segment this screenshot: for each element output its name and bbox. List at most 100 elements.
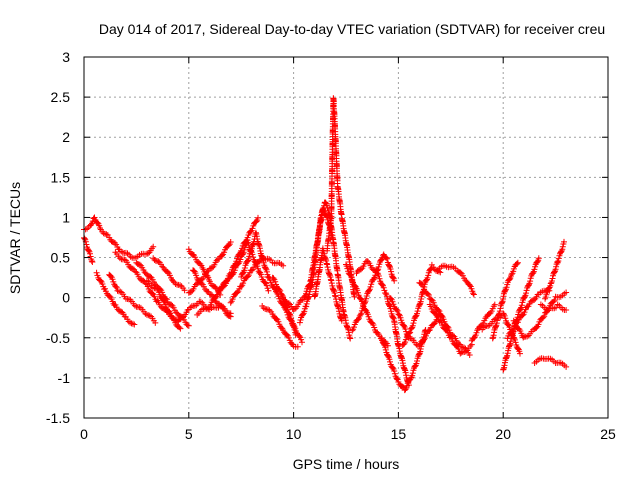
data-point xyxy=(100,230,107,237)
data-point xyxy=(406,330,413,337)
data-point xyxy=(521,293,528,300)
data-point xyxy=(470,291,477,298)
data-point xyxy=(150,243,157,250)
data-point xyxy=(87,250,93,257)
data-point xyxy=(99,281,106,287)
data-point xyxy=(226,313,233,319)
data-point xyxy=(381,287,388,294)
data-point xyxy=(561,238,567,245)
data-point xyxy=(149,290,156,297)
data-point xyxy=(414,308,421,315)
data-point xyxy=(389,364,396,371)
data-point xyxy=(407,329,414,336)
data-point xyxy=(563,307,570,313)
data-point xyxy=(378,334,385,341)
data-track xyxy=(537,301,570,313)
data-point xyxy=(104,232,111,238)
data-point xyxy=(81,235,88,242)
data-point xyxy=(466,282,473,289)
data-point xyxy=(425,292,432,298)
data-point xyxy=(185,322,192,329)
data-track xyxy=(106,271,159,326)
data-point xyxy=(273,315,280,322)
data-point xyxy=(432,310,439,317)
y-tick-label: -0.5 xyxy=(46,330,70,346)
data-point xyxy=(107,273,114,280)
grid-lines xyxy=(84,57,608,418)
data-point xyxy=(255,214,261,221)
data-point xyxy=(181,287,188,294)
data-point xyxy=(391,277,398,284)
data-point xyxy=(246,253,253,260)
data-point xyxy=(431,320,438,327)
data-point xyxy=(381,341,387,348)
y-tick-label: -1 xyxy=(58,370,71,386)
data-point xyxy=(396,311,403,318)
data-point xyxy=(535,255,542,262)
data-point xyxy=(285,306,291,313)
chart-title: Day 014 of 2017, Sidereal Day-to-day VTE… xyxy=(99,21,605,37)
data-point xyxy=(278,291,285,298)
data-point xyxy=(363,295,370,302)
data-point xyxy=(87,253,94,260)
data-point xyxy=(245,239,252,246)
data-point xyxy=(212,284,219,291)
data-point xyxy=(551,297,558,304)
data-point xyxy=(273,289,280,296)
data-point xyxy=(338,317,345,324)
plot-frame xyxy=(83,56,609,419)
data-point xyxy=(555,255,562,262)
data-point xyxy=(212,294,219,301)
data-point xyxy=(257,271,264,278)
data-point xyxy=(503,284,510,291)
data-point xyxy=(457,269,464,276)
data-point xyxy=(563,289,570,296)
data-point xyxy=(109,276,116,283)
data-point xyxy=(418,280,425,287)
y-tick-label: 1 xyxy=(62,209,70,225)
data-point xyxy=(357,311,364,318)
data-point xyxy=(262,279,269,286)
data-point xyxy=(227,239,234,245)
data-point xyxy=(296,333,303,340)
data-point xyxy=(344,265,351,272)
data-track xyxy=(311,245,345,324)
data-point xyxy=(241,265,248,271)
data-point xyxy=(385,353,392,360)
data-track xyxy=(387,295,444,350)
data-point xyxy=(247,248,254,255)
data-track xyxy=(259,303,301,350)
data-point xyxy=(512,339,519,346)
data-point xyxy=(402,386,409,393)
data-point xyxy=(517,305,524,312)
data-point xyxy=(117,288,124,295)
data-point xyxy=(351,293,358,300)
data-point xyxy=(113,284,120,291)
data-track xyxy=(133,259,192,329)
data-track xyxy=(489,259,521,342)
data-point xyxy=(408,325,415,332)
data-point xyxy=(394,307,401,314)
x-tick-label: 0 xyxy=(80,426,88,442)
data-track xyxy=(81,234,96,265)
data-track xyxy=(531,355,570,370)
data-point xyxy=(375,273,382,279)
data-track xyxy=(190,267,234,320)
data-point xyxy=(506,276,513,283)
data-point xyxy=(401,322,407,329)
data-point xyxy=(502,287,509,294)
data-point xyxy=(303,290,309,297)
data-point xyxy=(435,307,442,313)
y-tick-labels: -1.5 -1 -0.5 0 0.5 1 1.5 2 2.5 3 xyxy=(46,49,70,426)
data-point xyxy=(347,335,354,342)
data-track xyxy=(143,277,184,332)
data-point xyxy=(466,352,473,358)
data-point xyxy=(300,311,306,318)
data-point xyxy=(443,326,449,333)
data-point xyxy=(154,285,161,292)
data-track xyxy=(353,258,412,389)
data-point xyxy=(272,278,279,285)
data-point xyxy=(357,295,364,302)
data-point xyxy=(558,248,565,255)
